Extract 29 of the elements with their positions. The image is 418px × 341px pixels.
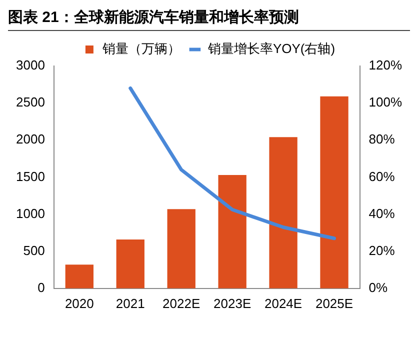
bar bbox=[269, 137, 298, 288]
y-tick-label: 500 bbox=[23, 242, 45, 258]
y-tick-label: 1000 bbox=[16, 206, 45, 221]
x-tick-label: 2022E bbox=[162, 296, 200, 311]
y-tick-label: 2000 bbox=[16, 132, 45, 147]
y-tick-label: 0 bbox=[38, 280, 45, 295]
y2-tick-label: 80% bbox=[368, 132, 396, 147]
x-tick-label: 2023E bbox=[214, 296, 252, 311]
legend-label: 销量增长率YOY(右轴) bbox=[206, 41, 336, 56]
x-tick-label: 2025E bbox=[315, 296, 354, 311]
y2-tick-label: 100% bbox=[368, 94, 402, 110]
bar bbox=[116, 239, 144, 288]
y2-tick-label: 60% bbox=[368, 168, 396, 184]
x-tick-label: 2021 bbox=[116, 296, 145, 311]
y-tick-label: 3000 bbox=[16, 58, 45, 73]
bar bbox=[320, 96, 348, 288]
y2-tick-label: 0% bbox=[368, 280, 388, 295]
bar bbox=[65, 264, 94, 288]
legend-label: 销量（万辆） bbox=[101, 41, 180, 56]
y-tick-label: 1500 bbox=[16, 168, 45, 184]
bar bbox=[218, 174, 246, 288]
bar bbox=[167, 209, 196, 288]
chart-title: 图表 21：全球新能源汽车销量和增长率预测 bbox=[8, 8, 410, 31]
y-tick-label: 2500 bbox=[16, 94, 45, 110]
y2-tick-label: 20% bbox=[368, 242, 396, 258]
x-tick-label: 2024E bbox=[264, 296, 302, 311]
x-tick-label: 2020 bbox=[64, 296, 94, 311]
y2-tick-label: 120% bbox=[368, 58, 402, 73]
y2-tick-label: 40% bbox=[368, 206, 396, 221]
